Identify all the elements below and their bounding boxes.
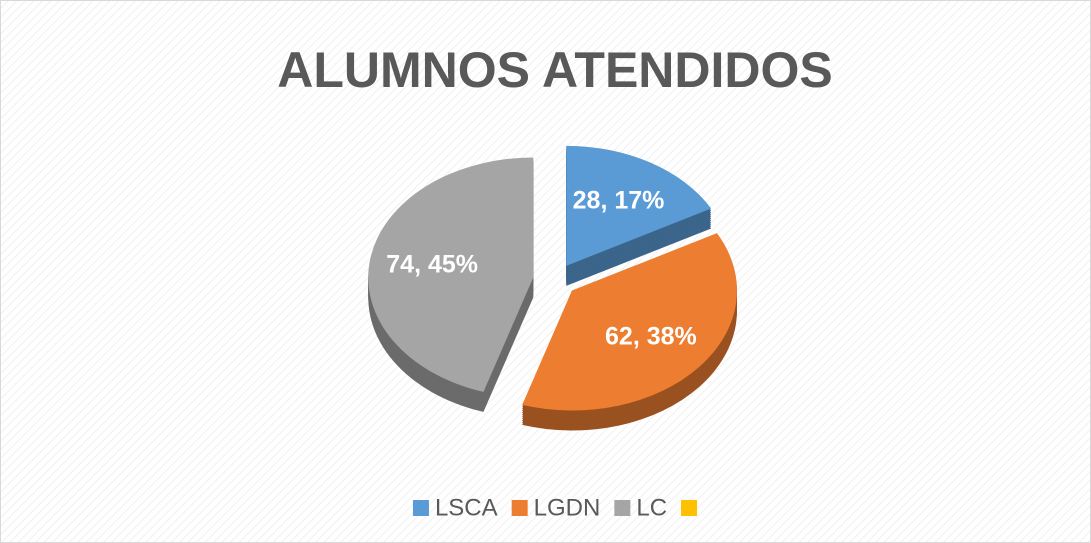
chart-title: ALUMNOS ATENDIDOS [277,42,833,98]
legend-label: LGDN [534,494,601,521]
data-label: 74, 45% [386,251,478,279]
slice [368,157,534,392]
legend-swatch [511,500,528,516]
data-label: 28, 17% [573,186,665,214]
slice [522,233,737,411]
legend-swatch [681,500,698,516]
legend-swatch [614,500,631,516]
legend-label: LC [636,494,667,521]
data-label: 62, 38% [605,322,697,350]
legend-label: LSCA [435,494,498,521]
slice [566,145,712,266]
legend-swatch [412,500,429,516]
